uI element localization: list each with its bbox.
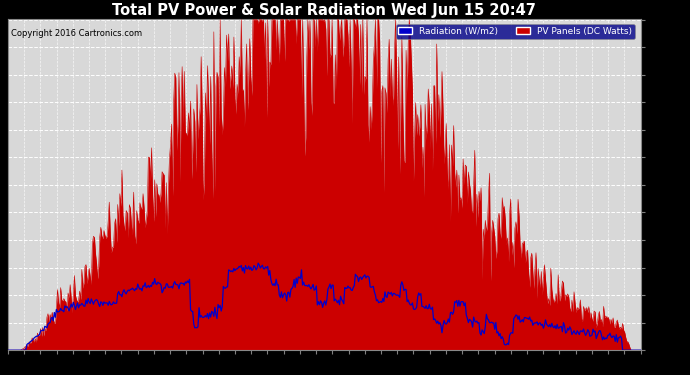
Text: Copyright 2016 Cartronics.com: Copyright 2016 Cartronics.com bbox=[11, 29, 142, 38]
Title: Total PV Power & Solar Radiation Wed Jun 15 20:47: Total PV Power & Solar Radiation Wed Jun… bbox=[112, 3, 536, 18]
Legend: Radiation (W/m2), PV Panels (DC Watts): Radiation (W/m2), PV Panels (DC Watts) bbox=[396, 24, 635, 39]
